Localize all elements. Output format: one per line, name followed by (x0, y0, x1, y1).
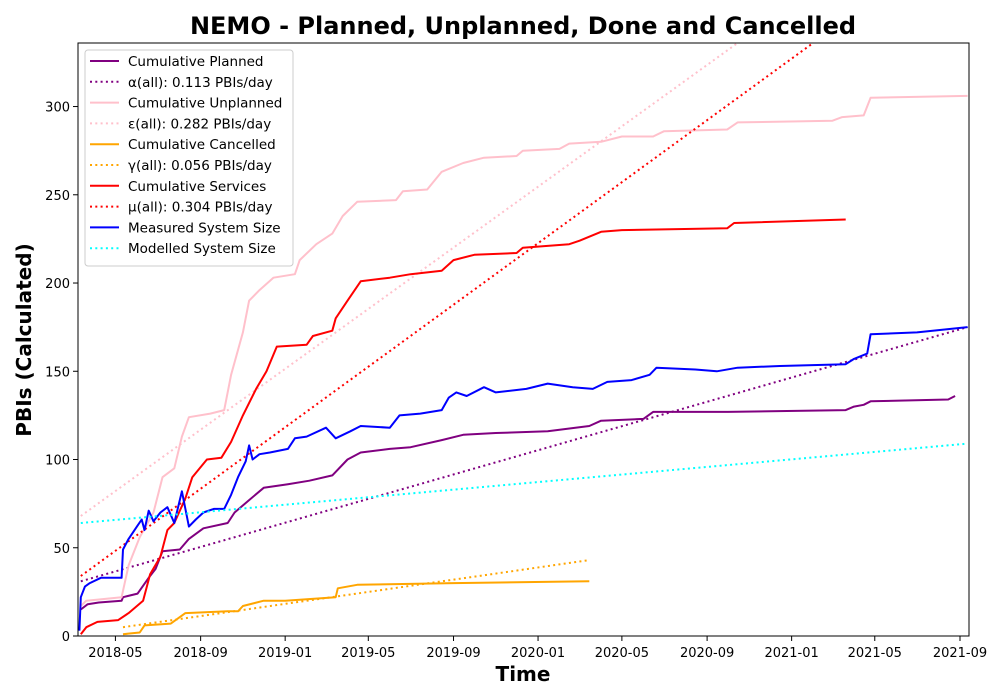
legend-box (84, 49, 294, 267)
legend-label: Modelled System Size (128, 241, 276, 257)
legend-label: α(all): 0.113 PBIs/day (128, 75, 273, 91)
x-tick-label: 2021-05 (848, 646, 902, 661)
y-tick-label: 150 (45, 365, 70, 380)
x-axis: 2018-05 2018-09 2019-01 2019-05 2019-09 2020-… (88, 636, 987, 661)
x-tick-label: 2019-09 (426, 646, 480, 661)
series-line-cumulative-planned (80, 395, 956, 611)
series-line-cumulative-unplanned (80, 94, 968, 607)
x-tick-label: 2018-09 (173, 646, 227, 661)
y-tick-label: 300 (45, 101, 70, 116)
chart-title: NEMO - Planned, Unplanned, Done and Canc… (190, 12, 856, 40)
y-tick-label: 50 (53, 542, 70, 557)
series-line-measured-system-size (78, 326, 968, 631)
y-tick-label: 0 (62, 630, 70, 645)
x-tick-label: 2020-01 (511, 646, 565, 661)
series-line-all-0-056-pbis-day (122, 559, 590, 629)
legend: Cumulative Planned α(all): 0.113 PBIs/day… (84, 49, 294, 267)
y-axis: 0 50 100 150 200 250 300 (45, 101, 78, 645)
y-axis-label: PBIs (Calculated) (12, 243, 36, 436)
plot-frame (77, 42, 970, 637)
x-tick-label: 2021-01 (764, 646, 818, 661)
legend-label: Cumulative Planned (128, 54, 264, 70)
series-line-all-0-113-pbis-day (80, 326, 968, 583)
legend-label: Cumulative Services (128, 179, 266, 195)
series-line-cumulative-cancelled (122, 580, 590, 636)
legend-label: Measured System Size (128, 220, 281, 236)
series-line-cumulative-services (80, 218, 846, 635)
x-tick-label: 2020-09 (680, 646, 734, 661)
y-tick-label: 200 (45, 277, 70, 292)
y-tick-label: 100 (45, 454, 70, 469)
x-tick-label: 2019-01 (258, 646, 312, 661)
x-tick-label: 2021-09 (933, 646, 987, 661)
y-tick-label: 250 (45, 189, 70, 204)
legend-label: ε(all): 0.282 PBIs/day (128, 116, 271, 132)
legend-label: γ(all): 0.056 PBIs/day (128, 158, 272, 174)
x-tick-label: 2020-05 (595, 646, 649, 661)
series-layer (78, 43, 968, 636)
series-line-all-0-282-pbis-day (80, 43, 739, 517)
x-axis-label: Time (496, 662, 551, 686)
x-tick-label: 2018-05 (88, 646, 142, 661)
legend-label: μ(all): 0.304 PBIs/day (128, 200, 272, 216)
x-tick-label: 2019-05 (341, 646, 395, 661)
series-line-modelled-system-size (80, 442, 968, 524)
legend-label: Cumulative Unplanned (128, 96, 282, 112)
plot-area (77, 42, 970, 637)
legend-label: Cumulative Cancelled (128, 137, 276, 153)
